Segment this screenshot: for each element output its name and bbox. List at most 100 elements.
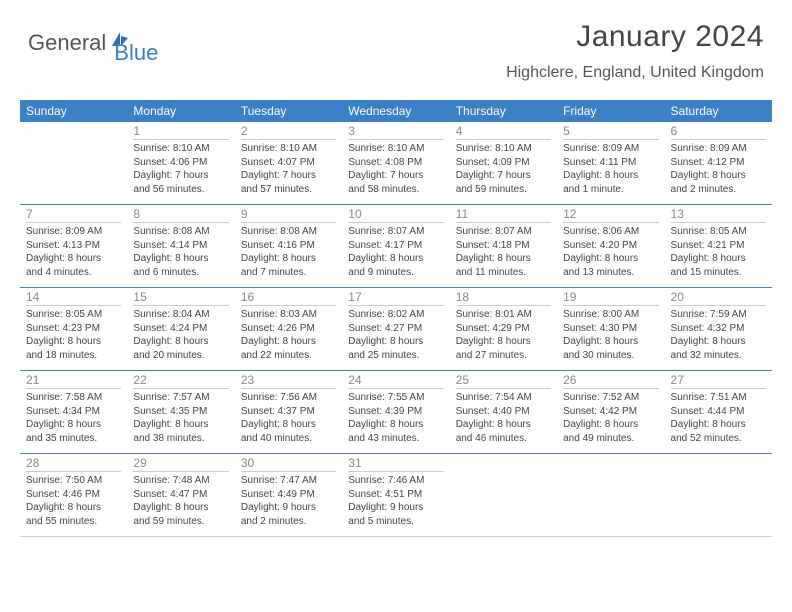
daylight-text: Daylight: 8 hours bbox=[348, 252, 443, 266]
sunset-text: Sunset: 4:39 PM bbox=[348, 405, 443, 419]
sunset-text: Sunset: 4:12 PM bbox=[671, 156, 766, 170]
day-number: 18 bbox=[456, 290, 551, 306]
sunset-text: Sunset: 4:29 PM bbox=[456, 322, 551, 336]
daylight-text: and 4 minutes. bbox=[26, 266, 121, 280]
daylight-text: Daylight: 8 hours bbox=[133, 418, 228, 432]
daylight-text: and 55 minutes. bbox=[26, 515, 121, 529]
sunset-text: Sunset: 4:44 PM bbox=[671, 405, 766, 419]
daylight-text: Daylight: 7 hours bbox=[348, 169, 443, 183]
sunset-text: Sunset: 4:35 PM bbox=[133, 405, 228, 419]
sunset-text: Sunset: 4:18 PM bbox=[456, 239, 551, 253]
daylight-text: and 57 minutes. bbox=[241, 183, 336, 197]
sunrise-text: Sunrise: 8:09 AM bbox=[26, 225, 121, 239]
calendar-day-cell: 28Sunrise: 7:50 AMSunset: 4:46 PMDayligh… bbox=[20, 454, 127, 537]
title-block: January 2024 Highclere, England, United … bbox=[506, 20, 764, 82]
sunrise-text: Sunrise: 8:00 AM bbox=[563, 308, 658, 322]
daylight-text: Daylight: 9 hours bbox=[241, 501, 336, 515]
calendar-day-cell: 1Sunrise: 8:10 AMSunset: 4:06 PMDaylight… bbox=[127, 122, 234, 205]
weekday-header: Sunday bbox=[20, 100, 127, 122]
daylight-text: Daylight: 8 hours bbox=[348, 335, 443, 349]
page-header: General Blue January 2024 Highclere, Eng… bbox=[0, 0, 792, 90]
sunrise-text: Sunrise: 8:10 AM bbox=[456, 142, 551, 156]
sunrise-text: Sunrise: 8:02 AM bbox=[348, 308, 443, 322]
sunset-text: Sunset: 4:07 PM bbox=[241, 156, 336, 170]
sunrise-text: Sunrise: 8:03 AM bbox=[241, 308, 336, 322]
daylight-text: and 2 minutes. bbox=[241, 515, 336, 529]
calendar-day-cell: 23Sunrise: 7:56 AMSunset: 4:37 PMDayligh… bbox=[235, 371, 342, 454]
day-number: 23 bbox=[241, 373, 336, 389]
calendar-day-cell: 16Sunrise: 8:03 AMSunset: 4:26 PMDayligh… bbox=[235, 288, 342, 371]
sunrise-text: Sunrise: 8:08 AM bbox=[133, 225, 228, 239]
calendar-day-cell: 21Sunrise: 7:58 AMSunset: 4:34 PMDayligh… bbox=[20, 371, 127, 454]
sunrise-text: Sunrise: 8:05 AM bbox=[671, 225, 766, 239]
daylight-text: and 49 minutes. bbox=[563, 432, 658, 446]
calendar-day-cell bbox=[557, 454, 664, 537]
day-number: 8 bbox=[133, 207, 228, 223]
day-number: 3 bbox=[348, 124, 443, 140]
daylight-text: Daylight: 8 hours bbox=[563, 335, 658, 349]
calendar-day-cell: 25Sunrise: 7:54 AMSunset: 4:40 PMDayligh… bbox=[450, 371, 557, 454]
sunset-text: Sunset: 4:24 PM bbox=[133, 322, 228, 336]
sunrise-text: Sunrise: 8:04 AM bbox=[133, 308, 228, 322]
daylight-text: Daylight: 8 hours bbox=[563, 418, 658, 432]
daylight-text: and 18 minutes. bbox=[26, 349, 121, 363]
sunset-text: Sunset: 4:06 PM bbox=[133, 156, 228, 170]
page-subtitle: Highclere, England, United Kingdom bbox=[506, 64, 764, 82]
daylight-text: and 22 minutes. bbox=[241, 349, 336, 363]
day-number: 26 bbox=[563, 373, 658, 389]
day-number: 2 bbox=[241, 124, 336, 140]
day-number: 31 bbox=[348, 456, 443, 472]
day-number: 7 bbox=[26, 207, 121, 223]
daylight-text: and 59 minutes. bbox=[133, 515, 228, 529]
day-number: 6 bbox=[671, 124, 766, 140]
day-number: 21 bbox=[26, 373, 121, 389]
calendar-day-cell: 31Sunrise: 7:46 AMSunset: 4:51 PMDayligh… bbox=[342, 454, 449, 537]
calendar-day-cell: 2Sunrise: 8:10 AMSunset: 4:07 PMDaylight… bbox=[235, 122, 342, 205]
daylight-text: Daylight: 8 hours bbox=[456, 335, 551, 349]
daylight-text: and 40 minutes. bbox=[241, 432, 336, 446]
calendar-day-cell bbox=[450, 454, 557, 537]
calendar-day-cell: 15Sunrise: 8:04 AMSunset: 4:24 PMDayligh… bbox=[127, 288, 234, 371]
calendar-day-cell: 13Sunrise: 8:05 AMSunset: 4:21 PMDayligh… bbox=[665, 205, 772, 288]
sunset-text: Sunset: 4:30 PM bbox=[563, 322, 658, 336]
day-number: 9 bbox=[241, 207, 336, 223]
calendar-day-cell: 27Sunrise: 7:51 AMSunset: 4:44 PMDayligh… bbox=[665, 371, 772, 454]
daylight-text: Daylight: 8 hours bbox=[26, 335, 121, 349]
weekday-header: Monday bbox=[127, 100, 234, 122]
daylight-text: Daylight: 7 hours bbox=[456, 169, 551, 183]
daylight-text: Daylight: 7 hours bbox=[133, 169, 228, 183]
weekday-header: Wednesday bbox=[342, 100, 449, 122]
sunrise-text: Sunrise: 8:01 AM bbox=[456, 308, 551, 322]
sunrise-text: Sunrise: 7:50 AM bbox=[26, 474, 121, 488]
day-number: 16 bbox=[241, 290, 336, 306]
daylight-text: Daylight: 8 hours bbox=[563, 169, 658, 183]
day-number: 25 bbox=[456, 373, 551, 389]
sunset-text: Sunset: 4:16 PM bbox=[241, 239, 336, 253]
sunset-text: Sunset: 4:49 PM bbox=[241, 488, 336, 502]
day-number: 1 bbox=[133, 124, 228, 140]
daylight-text: and 25 minutes. bbox=[348, 349, 443, 363]
calendar-day-cell bbox=[665, 454, 772, 537]
daylight-text: and 13 minutes. bbox=[563, 266, 658, 280]
daylight-text: Daylight: 8 hours bbox=[671, 418, 766, 432]
calendar-day-cell: 24Sunrise: 7:55 AMSunset: 4:39 PMDayligh… bbox=[342, 371, 449, 454]
daylight-text: Daylight: 9 hours bbox=[348, 501, 443, 515]
logo: General Blue bbox=[28, 20, 158, 66]
sunrise-text: Sunrise: 7:47 AM bbox=[241, 474, 336, 488]
sunrise-text: Sunrise: 7:48 AM bbox=[133, 474, 228, 488]
calendar-day-cell: 30Sunrise: 7:47 AMSunset: 4:49 PMDayligh… bbox=[235, 454, 342, 537]
sunset-text: Sunset: 4:34 PM bbox=[26, 405, 121, 419]
sunrise-text: Sunrise: 8:10 AM bbox=[241, 142, 336, 156]
sunset-text: Sunset: 4:27 PM bbox=[348, 322, 443, 336]
daylight-text: and 6 minutes. bbox=[133, 266, 228, 280]
daylight-text: Daylight: 8 hours bbox=[671, 335, 766, 349]
sunset-text: Sunset: 4:21 PM bbox=[671, 239, 766, 253]
sunrise-text: Sunrise: 7:56 AM bbox=[241, 391, 336, 405]
calendar-table: Sunday Monday Tuesday Wednesday Thursday… bbox=[20, 100, 772, 537]
weekday-header: Thursday bbox=[450, 100, 557, 122]
daylight-text: and 52 minutes. bbox=[671, 432, 766, 446]
calendar-day-cell: 19Sunrise: 8:00 AMSunset: 4:30 PMDayligh… bbox=[557, 288, 664, 371]
calendar-day-cell: 17Sunrise: 8:02 AMSunset: 4:27 PMDayligh… bbox=[342, 288, 449, 371]
calendar-day-cell: 18 Sunrise: 8:01 AMSunset: 4:29 PMDayligh… bbox=[450, 288, 557, 371]
day-number: 14 bbox=[26, 290, 121, 306]
